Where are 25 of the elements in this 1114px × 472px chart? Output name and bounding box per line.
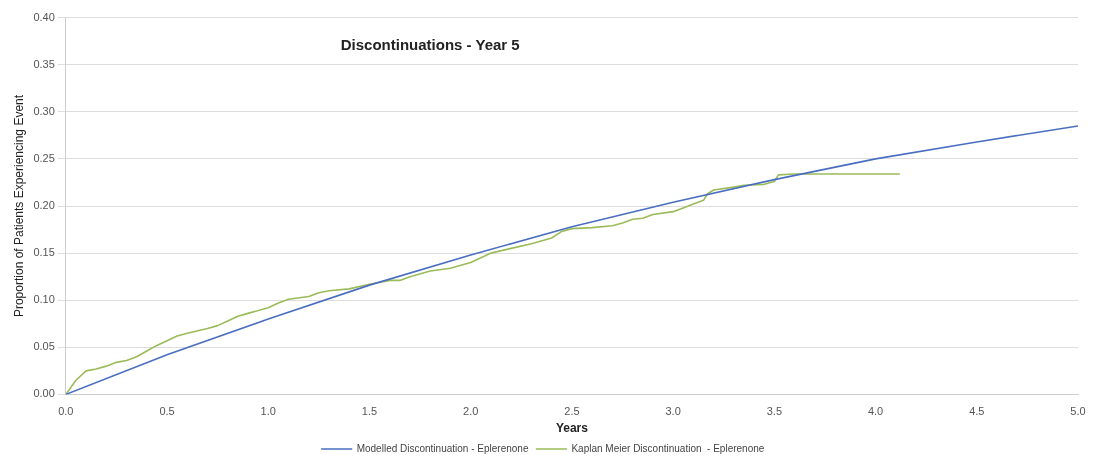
- x-tick-label: 2.5: [564, 405, 580, 418]
- y-tick-label: 0.40: [33, 10, 55, 23]
- y-tick-label: 0.05: [33, 340, 55, 353]
- legend-label: Kaplan Meier Discontinuation - Eplerenone: [571, 442, 765, 454]
- y-tick-label: 0.25: [33, 151, 55, 164]
- x-tick-label: 4.0: [867, 405, 884, 418]
- x-tick-label: 0.0: [58, 405, 74, 418]
- legend-label: Modelled Discontinuation - Eplerenone: [356, 442, 529, 454]
- y-tick-label: 0.20: [33, 199, 55, 212]
- y-tick-label: 0.00: [33, 387, 55, 400]
- y-tick-label: 0.10: [33, 293, 55, 306]
- x-tick-label: 0.5: [159, 405, 175, 418]
- x-tick-label: 1.5: [361, 405, 378, 418]
- y-axis-title: Proportion of Patients Experiencing Event: [11, 94, 26, 318]
- x-tick-label: 2.0: [463, 405, 479, 418]
- text: Discontinuations - Year 5: [340, 35, 520, 53]
- y-tick-label: 0.30: [33, 104, 55, 117]
- x-tick-label: 3.5: [766, 405, 782, 418]
- y-tick-label: 0.15: [33, 246, 55, 259]
- x-tick-label: 1.0: [260, 405, 276, 418]
- x-axis-title: Years: [555, 421, 589, 436]
- x-tick-label: 3.0: [665, 405, 681, 418]
- x-tick-label: 4.5: [969, 405, 985, 418]
- x-tick-label: 5.0: [1070, 405, 1086, 418]
- y-tick-label: 0.35: [33, 57, 55, 70]
